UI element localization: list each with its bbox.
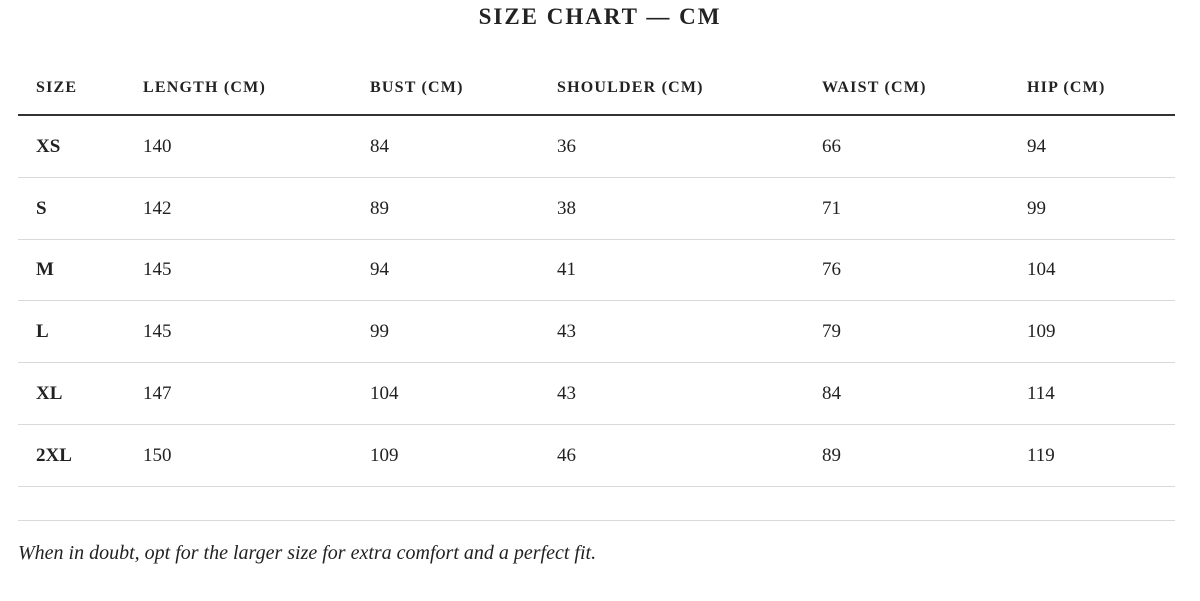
cell-value: 41 <box>557 259 576 281</box>
cell-value: 43 <box>557 382 576 404</box>
footer-rule <box>18 520 1175 521</box>
cell-value: 71 <box>822 197 841 219</box>
row-rule <box>18 362 1175 363</box>
header-rule <box>18 114 1175 116</box>
cell-value: 145 <box>143 321 172 343</box>
size-label: XS <box>36 136 61 157</box>
cell-value: 46 <box>557 444 576 466</box>
column-header: SIZE <box>36 79 78 96</box>
row-rule <box>18 239 1175 240</box>
cell-value: 79 <box>822 321 841 343</box>
size-label: 2XL <box>36 444 72 466</box>
size-label: S <box>36 197 47 219</box>
cell-value: 38 <box>557 197 576 219</box>
column-header: LENGTH (CM) <box>143 79 266 96</box>
column-header: HIP (CM) <box>1027 79 1106 96</box>
cell-value: 94 <box>370 259 389 281</box>
cell-value: 76 <box>822 259 841 281</box>
cell-value: 43 <box>557 321 576 343</box>
cell-value: 142 <box>143 197 172 219</box>
cell-value: 109 <box>1027 321 1056 343</box>
row-rule <box>18 177 1175 178</box>
note: When in doubt, opt for the larger size f… <box>18 542 597 564</box>
cell-value: 99 <box>370 321 389 343</box>
cell-value: 150 <box>143 444 172 466</box>
cell-value: 89 <box>822 444 841 466</box>
column-header: BUST (CM) <box>370 79 464 96</box>
row-rule <box>18 300 1175 301</box>
cell-value: 84 <box>370 136 389 157</box>
row-rule <box>18 424 1175 425</box>
cell-value: 145 <box>143 259 172 281</box>
cell-value: 99 <box>1027 197 1046 219</box>
cell-value: 84 <box>822 382 841 404</box>
cell-value: 114 <box>1027 382 1055 404</box>
title: SIZE CHART — CM <box>478 4 722 29</box>
cell-value: 66 <box>822 136 841 157</box>
cell-value: 119 <box>1027 444 1055 466</box>
cell-value: 104 <box>370 382 399 404</box>
cell-value: 104 <box>1027 259 1056 281</box>
column-header: WAIST (CM) <box>822 79 927 96</box>
row-rule <box>18 486 1175 487</box>
cell-value: 140 <box>143 136 172 157</box>
column-header: SHOULDER (CM) <box>557 79 704 96</box>
cell-value: 147 <box>143 382 172 404</box>
cell-value: 94 <box>1027 136 1046 157</box>
size-label: L <box>36 321 49 343</box>
size-label: M <box>36 259 54 281</box>
size-label: XL <box>36 382 63 404</box>
cell-value: 36 <box>557 136 576 157</box>
cell-value: 89 <box>370 197 389 219</box>
cell-value: 109 <box>370 444 399 466</box>
